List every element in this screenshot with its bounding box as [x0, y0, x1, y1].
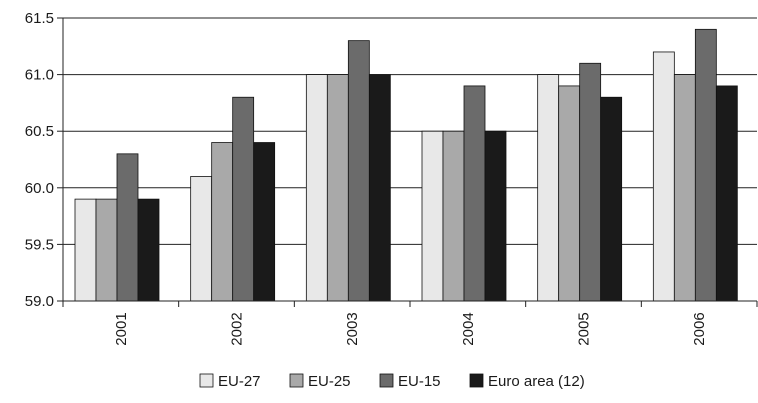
- bar-eu-27-2004: [421, 130, 444, 302]
- x-tick-labels: 2001 2002 2003 2004 2005 2006: [113, 312, 708, 345]
- legend-swatch: [379, 373, 394, 388]
- x-tick-label: 2005: [576, 312, 593, 345]
- x-tick-label: 2001: [113, 312, 130, 345]
- bar-euro-area-12-2004: [484, 130, 507, 302]
- bar-eu-25-2004: [442, 130, 465, 302]
- bar-euro-area-12-2001: [137, 198, 160, 302]
- legend: EU-27 EU-25 EU-15 Euro area (12): [199, 373, 585, 390]
- legend-swatch: [289, 373, 304, 388]
- bars: [74, 28, 738, 302]
- y-tick-label: 61.0: [25, 67, 54, 84]
- bar-euro-area-12-2005: [600, 96, 623, 302]
- bar-euro-area-12-2006: [715, 85, 738, 302]
- y-tick-label: 59.5: [25, 236, 54, 253]
- gridlines: [63, 17, 757, 245]
- axes: [57, 17, 758, 307]
- bar-eu-27-2001: [74, 198, 97, 302]
- y-tick-label: 60.5: [25, 123, 54, 140]
- y-tick-labels: 59.0 59.5 60.0 60.5 61.0 61.5: [25, 10, 54, 310]
- legend-label: EU-25: [308, 373, 351, 390]
- legend-swatch: [469, 373, 484, 388]
- y-tick-label: 59.0: [25, 293, 54, 310]
- bar-euro-area-12-2002: [253, 142, 276, 302]
- bar-eu-25-2002: [211, 142, 234, 302]
- bar-eu-27-2005: [537, 74, 560, 302]
- y-tick-label: 60.0: [25, 180, 54, 197]
- legend-label: Euro area (12): [488, 373, 585, 390]
- x-tick-label: 2006: [691, 312, 708, 345]
- x-tick-label: 2002: [229, 312, 246, 345]
- bar-eu-25-2003: [326, 74, 349, 302]
- bar-eu-15-2004: [463, 85, 486, 302]
- legend-swatch: [199, 373, 214, 388]
- bar-eu-15-2005: [579, 62, 602, 302]
- bar-eu-27-2002: [190, 176, 213, 302]
- bar-euro-area-12-2003: [368, 74, 391, 302]
- y-tick-label: 61.5: [25, 10, 54, 27]
- x-tick-label: 2003: [344, 312, 361, 345]
- bar-eu-27-2006: [652, 51, 675, 302]
- bar-eu-15-2001: [116, 153, 139, 302]
- legend-label: EU-15: [398, 373, 441, 390]
- bar-eu-15-2003: [347, 40, 370, 302]
- bar-eu-27-2003: [305, 74, 328, 302]
- bar-eu-15-2002: [232, 96, 255, 302]
- bar-eu-25-2005: [558, 85, 581, 302]
- bar-eu-25-2006: [673, 74, 696, 302]
- x-tick-label: 2004: [460, 312, 477, 345]
- bar-eu-25-2001: [95, 198, 118, 302]
- bar-eu-15-2006: [694, 28, 717, 302]
- legend-label: EU-27: [218, 373, 261, 390]
